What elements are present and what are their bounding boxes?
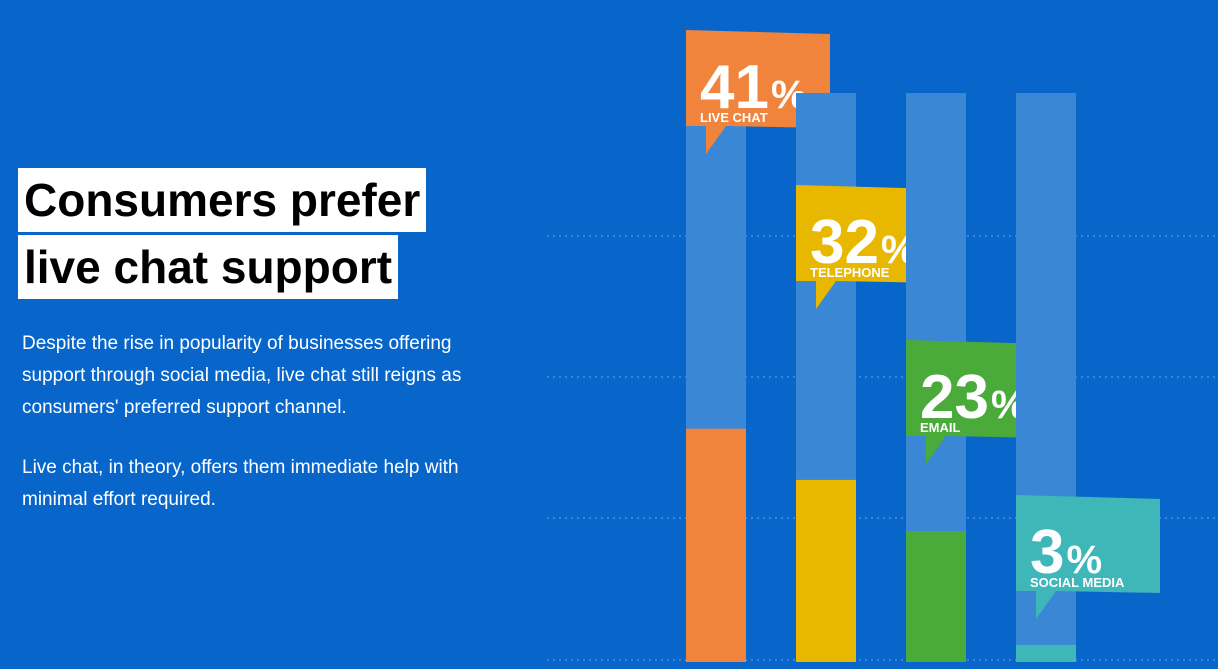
paragraph: Live chat, in theory, offers them immedi…: [22, 457, 459, 510]
bar: [1016, 644, 1076, 662]
bar: [796, 479, 856, 662]
value-label: 3%: [1030, 518, 1102, 587]
callout: [686, 30, 830, 154]
text-block: Consumers prefer live chat support Despi…: [18, 168, 508, 544]
value-number: 32: [810, 208, 879, 277]
value-number: 3: [1030, 518, 1064, 587]
category-label: SOCIAL MEDIA: [1030, 575, 1125, 590]
category-label: TELEPHONE: [810, 265, 890, 280]
value-unit: %: [1066, 538, 1102, 582]
bar: [686, 428, 746, 662]
category-label: EMAIL: [920, 420, 961, 435]
bar: [906, 531, 966, 662]
paragraph: Despite the rise in popularity of busine…: [22, 333, 462, 418]
title-line: Consumers prefer: [18, 168, 427, 232]
callout: [796, 185, 940, 309]
callout: [1016, 495, 1160, 619]
decor-lines: [547, 235, 1218, 661]
category-label: LIVE CHAT: [700, 110, 768, 125]
callout: [906, 340, 1050, 464]
value-label: 41%: [700, 53, 807, 122]
value-number: 23: [920, 363, 989, 432]
title-line: live chat support: [18, 235, 399, 299]
value-number: 41: [700, 53, 769, 122]
